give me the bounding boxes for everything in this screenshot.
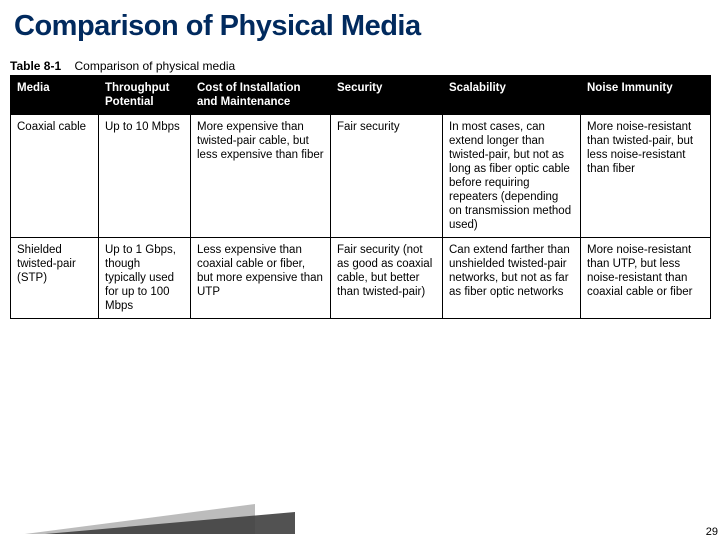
- table-row: Coaxial cable Up to 10 Mbps More expensi…: [11, 115, 711, 238]
- table-caption: Table 8-1 Comparison of physical media: [10, 59, 710, 73]
- cell: Can extend farther than unshielded twist…: [443, 238, 581, 319]
- col-security: Security: [331, 76, 443, 115]
- cell: Coaxial cable: [11, 115, 99, 238]
- page-number: 29: [706, 526, 718, 538]
- col-media: Media: [11, 76, 99, 115]
- caption-label: Table 8-1: [10, 59, 61, 73]
- cell: Fair security: [331, 115, 443, 238]
- slide-title: Comparison of Physical Media: [0, 0, 720, 47]
- cell: Up to 10 Mbps: [99, 115, 191, 238]
- cell: Up to 1 Gbps, though typically used for …: [99, 238, 191, 319]
- cell: Fair security (not as good as coaxial ca…: [331, 238, 443, 319]
- cell: More noise-resistant than UTP, but less …: [581, 238, 711, 319]
- cell: Shielded twisted-pair (STP): [11, 238, 99, 319]
- caption-text: Comparison of physical media: [74, 59, 235, 73]
- deco-triangle-light: [25, 504, 255, 534]
- media-table: Media Throughput Potential Cost of Insta…: [10, 75, 711, 319]
- table-container: Table 8-1 Comparison of physical media M…: [0, 47, 720, 319]
- deco-triangle-dark: [45, 512, 295, 534]
- table-header-row: Media Throughput Potential Cost of Insta…: [11, 76, 711, 115]
- col-scalability: Scalability: [443, 76, 581, 115]
- table-row: Shielded twisted-pair (STP) Up to 1 Gbps…: [11, 238, 711, 319]
- cell: More expensive than twisted-pair cable, …: [191, 115, 331, 238]
- cell: In most cases, can extend longer than tw…: [443, 115, 581, 238]
- col-noise: Noise Immunity: [581, 76, 711, 115]
- cell: Less expensive than coaxial cable or fib…: [191, 238, 331, 319]
- cell: More noise-resistant than twisted-pair, …: [581, 115, 711, 238]
- footer-decoration: [25, 500, 295, 534]
- col-throughput: Throughput Potential: [99, 76, 191, 115]
- col-cost: Cost of Installation and Maintenance: [191, 76, 331, 115]
